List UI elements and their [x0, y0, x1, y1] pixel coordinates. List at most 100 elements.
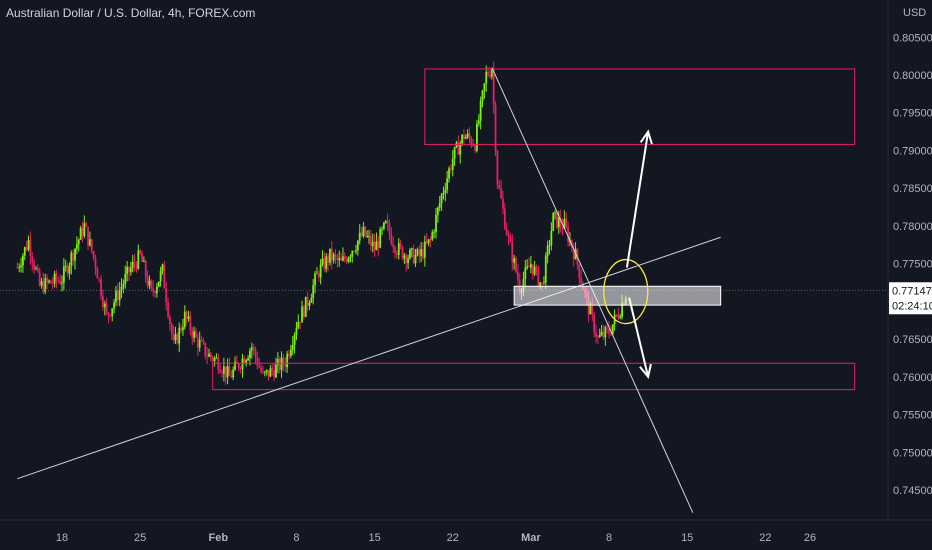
candle-body: [230, 375, 233, 378]
candle: [284, 357, 287, 373]
candle: [252, 344, 255, 356]
candle-body: [511, 242, 514, 263]
candle: [182, 318, 184, 336]
candle: [40, 277, 43, 289]
candle: [288, 349, 290, 360]
candle: [386, 213, 389, 232]
candle-body: [358, 232, 361, 241]
candle-body: [169, 316, 171, 325]
candle-body: [148, 280, 151, 286]
candle: [36, 264, 39, 273]
candle-body: [572, 248, 575, 260]
candle: [345, 255, 348, 265]
candle: [319, 259, 322, 285]
candle: [62, 258, 65, 291]
candle-body: [139, 250, 142, 254]
candle-body: [498, 184, 501, 189]
candle-body: [610, 333, 612, 335]
candle-body: [142, 261, 145, 262]
candle: [550, 222, 553, 251]
candle-body: [423, 241, 426, 258]
candle: [543, 276, 545, 285]
candle-body: [68, 265, 71, 274]
price-tick-label: 0.74500: [893, 485, 932, 497]
candle: [405, 253, 408, 272]
candle: [308, 300, 311, 311]
candle: [329, 248, 331, 266]
candle: [236, 355, 238, 364]
candle-body: [479, 100, 482, 121]
price-tick-label: 0.77500: [893, 259, 932, 271]
candle-body: [208, 353, 210, 357]
candle-body: [267, 370, 270, 377]
candle-body: [155, 286, 158, 294]
candle-body: [16, 267, 19, 269]
candle-body: [77, 239, 80, 245]
candle-body: [196, 337, 199, 348]
time-tick-label: 15: [681, 532, 693, 544]
candle: [448, 166, 450, 183]
candle: [198, 331, 201, 352]
candle-body: [338, 258, 341, 261]
candle-body: [193, 331, 196, 338]
candle-body: [617, 314, 620, 318]
candle: [483, 82, 486, 99]
candle-body: [332, 254, 335, 261]
candle: [317, 270, 320, 282]
candle-body: [474, 145, 476, 151]
candle: [496, 149, 499, 190]
candle-body: [356, 240, 359, 251]
candle: [468, 127, 471, 144]
candle-body: [567, 226, 570, 242]
candle-body: [152, 288, 155, 292]
candle: [208, 348, 210, 358]
candle-body: [174, 334, 177, 341]
candle: [250, 342, 253, 359]
candle: [75, 236, 78, 255]
candle: [546, 240, 549, 264]
candle-body: [548, 245, 551, 246]
last-price-value: 0.77147: [892, 285, 932, 297]
time-tick-label: 8: [606, 532, 612, 544]
candle: [23, 246, 26, 261]
candle-body: [185, 311, 188, 319]
candle: [364, 226, 367, 238]
candle-body: [115, 290, 117, 303]
candle-body: [375, 241, 378, 251]
candle: [373, 233, 376, 257]
candle: [567, 221, 570, 247]
candle-body: [282, 357, 285, 365]
candle: [340, 252, 343, 261]
candle: [503, 203, 506, 230]
candle-body: [461, 134, 463, 144]
candle-body: [209, 353, 212, 358]
candle: [98, 277, 101, 283]
candle-body: [503, 208, 506, 229]
candle: [574, 242, 577, 260]
candle-body: [600, 332, 603, 336]
candle: [563, 210, 566, 230]
candle-body: [176, 334, 179, 344]
candle: [191, 326, 194, 346]
candle-body: [250, 347, 253, 351]
candle-body: [407, 258, 409, 264]
candle-body: [392, 243, 395, 248]
candle-body: [440, 194, 443, 204]
candle: [206, 347, 209, 365]
candle: [604, 325, 607, 346]
candle-body: [286, 353, 289, 368]
candle: [299, 321, 302, 330]
candle-body: [463, 134, 465, 139]
candle: [291, 335, 294, 356]
candle: [440, 192, 443, 211]
candle: [474, 143, 476, 154]
candle-body: [593, 314, 596, 333]
candle-body: [51, 283, 54, 285]
candle-body: [29, 239, 32, 257]
candle: [256, 351, 259, 370]
candle-body: [241, 358, 244, 370]
time-tick-label: 22: [759, 532, 771, 544]
candle: [295, 321, 298, 341]
candle: [51, 277, 54, 290]
